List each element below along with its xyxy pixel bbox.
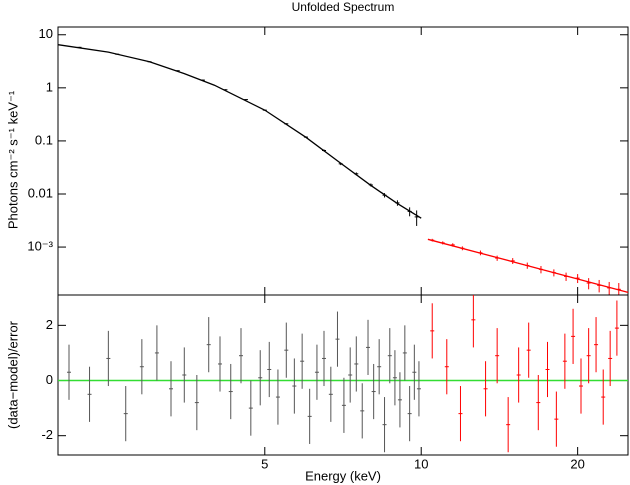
y-tick-label: 0.01 — [28, 185, 53, 200]
y-axis-label: (data−model)/error — [5, 320, 20, 429]
x-tick-label: 20 — [570, 456, 584, 471]
y-tick-label: 10⁻³ — [27, 239, 53, 254]
y-tick-label: -2 — [41, 427, 53, 442]
x-tick-label: 10 — [414, 456, 428, 471]
plot-frame — [57, 294, 629, 456]
plot-frame — [57, 26, 629, 296]
chart-title: Unfolded Spectrum — [292, 0, 395, 14]
y-tick-label: 1 — [46, 79, 53, 94]
y-tick-label: 10 — [39, 26, 53, 41]
y-tick-label: 2 — [46, 317, 53, 332]
model-line — [427, 238, 629, 294]
x-axis-label: Energy (keV) — [305, 468, 381, 483]
model-line — [57, 44, 422, 219]
y-axis-label: Photons cm⁻² s⁻¹ keV⁻¹ — [5, 90, 20, 229]
y-tick-label: 0.1 — [35, 132, 53, 147]
y-tick-label: 0 — [46, 372, 53, 387]
x-tick-label: 5 — [261, 456, 268, 471]
